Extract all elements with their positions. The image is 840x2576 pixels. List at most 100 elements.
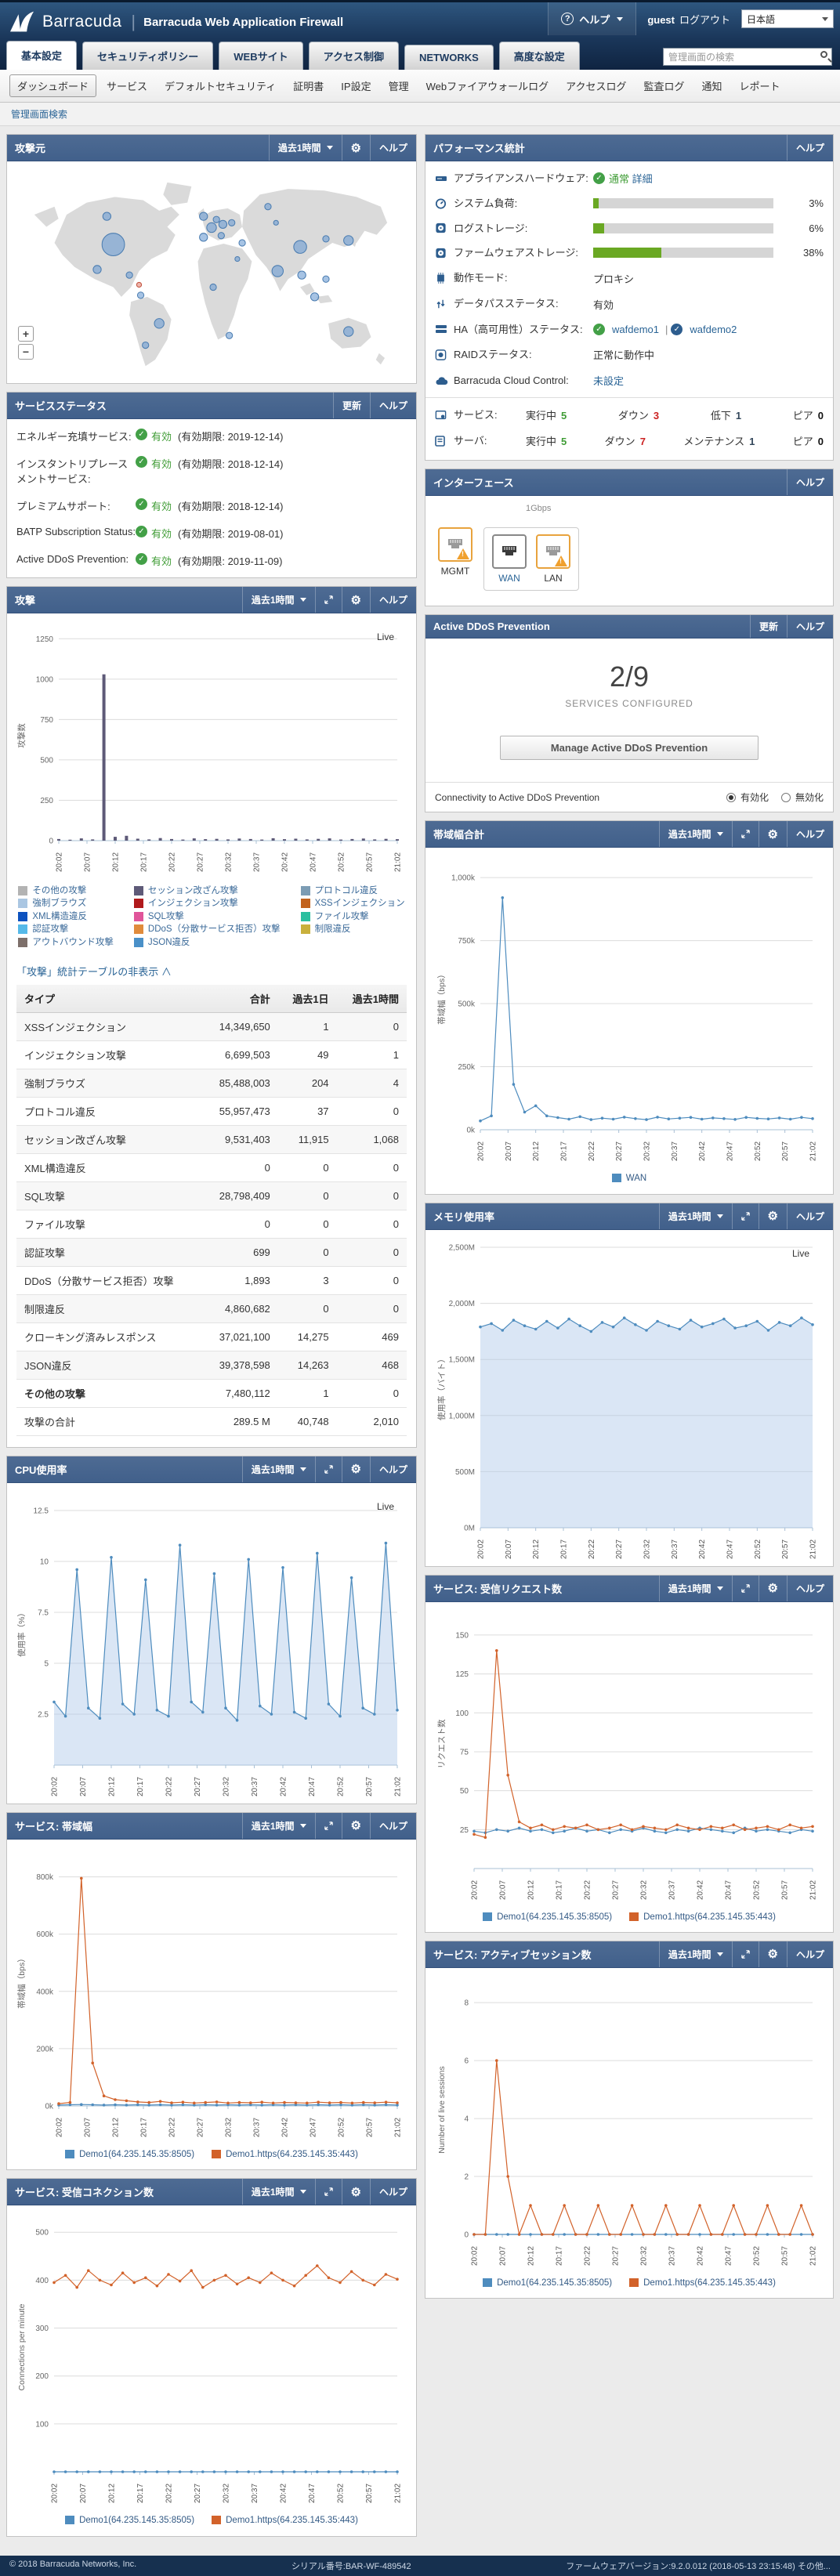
legend-item[interactable]: セッション改ざん攻撃: [133, 885, 281, 896]
subnav-item[interactable]: アクセスログ: [566, 81, 627, 92]
gear-icon[interactable]: [341, 1456, 370, 1482]
expand-icon[interactable]: [731, 1941, 759, 1967]
subnav-item[interactable]: 通知: [701, 81, 722, 92]
subnav-item[interactable]: IP設定: [341, 81, 371, 92]
legend-item[interactable]: Demo1(64.235.145.35:8505): [65, 2515, 194, 2526]
gear-icon[interactable]: [758, 1203, 787, 1229]
legend-item[interactable]: Demo1(64.235.145.35:8505): [483, 2278, 612, 2288]
legend-item[interactable]: SQL攻撃: [133, 911, 281, 922]
help-button[interactable]: ヘルプ: [786, 1203, 833, 1229]
time-range-button[interactable]: 過去1時間: [658, 821, 732, 848]
gear-icon[interactable]: [758, 1941, 787, 1967]
subnav-item[interactable]: デフォルトセキュリティ: [165, 81, 277, 92]
legend-item[interactable]: 強制ブラウズ: [18, 898, 114, 909]
gear-icon[interactable]: [341, 587, 370, 613]
update-button[interactable]: 更新: [749, 615, 787, 639]
mgmt-port-icon[interactable]: [438, 527, 472, 563]
expand-icon[interactable]: [314, 1812, 342, 1839]
legend-item[interactable]: Demo1.https(64.235.145.35:443): [629, 2278, 776, 2288]
subnav-item[interactable]: ダッシュボード: [9, 74, 97, 97]
help-button[interactable]: ヘルプ: [369, 2179, 416, 2205]
main-tab[interactable]: アクセス制御: [308, 42, 399, 70]
legend-item[interactable]: その他の攻撃: [18, 885, 114, 896]
legend-item[interactable]: DDoS（分散サービス拒否）攻撃: [133, 924, 281, 935]
legend-item[interactable]: プロトコル違反: [300, 885, 405, 896]
expand-icon[interactable]: [314, 2179, 342, 2205]
time-range-button[interactable]: 過去1時間: [241, 1456, 315, 1482]
admin-search-input[interactable]: [663, 48, 832, 66]
lan-port-icon[interactable]: [536, 534, 570, 570]
legend-item[interactable]: 制限違反: [300, 924, 405, 935]
subnav-item[interactable]: Webファイアウォールログ: [425, 81, 549, 92]
help-button[interactable]: ヘルプ: [369, 1812, 416, 1839]
main-tab[interactable]: WEBサイト: [219, 42, 303, 70]
subnav-item[interactable]: 管理: [388, 81, 409, 92]
help-menu[interactable]: ? ヘルプ: [548, 2, 637, 35]
cloud-control-link[interactable]: 未設定: [593, 375, 625, 388]
legend-item[interactable]: 認証攻撃: [18, 924, 114, 935]
legend-item[interactable]: JSON違反: [133, 937, 281, 948]
subnav-item[interactable]: 監査ログ: [643, 81, 685, 92]
main-tab[interactable]: セキュリティポリシー: [82, 42, 214, 70]
legend-item[interactable]: Demo1.https(64.235.145.35:443): [212, 2515, 358, 2526]
main-tab[interactable]: NETWORKS: [404, 45, 494, 70]
expand-icon[interactable]: [314, 1456, 342, 1482]
time-range-button[interactable]: 過去1時間: [658, 1941, 732, 1967]
gear-icon[interactable]: [758, 821, 787, 848]
attack-table-toggle-link[interactable]: 「攻撃」統計テーブルの非表示 ∧: [16, 965, 172, 978]
gear-icon[interactable]: [341, 2179, 370, 2205]
help-button[interactable]: ヘルプ: [369, 587, 416, 613]
world-map[interactable]: + −: [7, 161, 416, 383]
main-tab[interactable]: 高度な設定: [498, 42, 580, 70]
legend-item[interactable]: Demo1(64.235.145.35:8505): [483, 1912, 612, 1923]
enable-radio[interactable]: [726, 792, 736, 802]
map-zoom-in-button[interactable]: +: [18, 326, 34, 342]
main-tab[interactable]: 基本設定: [6, 41, 78, 70]
expand-icon[interactable]: [731, 1575, 759, 1601]
disable-radio[interactable]: [780, 792, 791, 802]
time-range-button[interactable]: 過去1時間: [241, 587, 315, 613]
ha-node1-link[interactable]: wafdemo1: [612, 323, 659, 335]
ha-node2-link[interactable]: wafdemo2: [690, 323, 737, 335]
legend-item[interactable]: WAN: [611, 1173, 646, 1184]
help-button[interactable]: ヘルプ: [369, 393, 416, 418]
legend-item[interactable]: アウトバウンド攻撃: [18, 937, 114, 948]
map-zoom-out-button[interactable]: −: [18, 344, 34, 360]
gear-icon[interactable]: [341, 135, 370, 161]
update-button[interactable]: 更新: [332, 393, 370, 418]
help-button[interactable]: ヘルプ: [786, 469, 833, 496]
legend-item[interactable]: XSSインジェクション: [300, 898, 405, 909]
legend-item[interactable]: XML構造違反: [18, 911, 114, 922]
subnav-item[interactable]: レポート: [739, 81, 780, 92]
manage-ddos-button[interactable]: Manage Active DDoS Prevention: [500, 736, 759, 761]
legend-item[interactable]: Demo1.https(64.235.145.35:443): [212, 2149, 358, 2160]
time-range-button[interactable]: 過去1時間: [268, 135, 342, 161]
enable-radio-label[interactable]: 有効化: [740, 792, 769, 804]
gear-icon[interactable]: [758, 1575, 787, 1601]
language-select[interactable]: 日本語: [741, 9, 834, 28]
help-button[interactable]: ヘルプ: [369, 135, 416, 161]
subnav-item[interactable]: 証明書: [293, 81, 324, 92]
search-icon[interactable]: [820, 51, 827, 58]
legend-item[interactable]: Demo1.https(64.235.145.35:443): [629, 1912, 776, 1923]
expand-icon[interactable]: [731, 1203, 759, 1229]
wan-port-icon[interactable]: [492, 534, 527, 570]
gear-icon[interactable]: [341, 1812, 370, 1839]
expand-icon[interactable]: [314, 587, 342, 613]
help-button[interactable]: ヘルプ: [786, 615, 833, 639]
legend-item[interactable]: インジェクション攻撃: [133, 898, 281, 909]
help-button[interactable]: ヘルプ: [786, 135, 833, 161]
time-range-button[interactable]: 過去1時間: [241, 2179, 315, 2205]
legend-item[interactable]: ファイル攻撃: [300, 911, 405, 922]
help-button[interactable]: ヘルプ: [369, 1456, 416, 1482]
help-button[interactable]: ヘルプ: [786, 821, 833, 848]
disable-radio-label[interactable]: 無効化: [795, 792, 824, 804]
subnav-item[interactable]: サービス: [107, 81, 148, 92]
help-button[interactable]: ヘルプ: [786, 1941, 833, 1967]
expand-icon[interactable]: [731, 821, 759, 848]
help-button[interactable]: ヘルプ: [786, 1575, 833, 1601]
time-range-button[interactable]: 過去1時間: [658, 1575, 732, 1601]
time-range-button[interactable]: 過去1時間: [241, 1812, 315, 1839]
logout-link[interactable]: ログアウト: [679, 13, 730, 26]
time-range-button[interactable]: 過去1時間: [658, 1203, 732, 1229]
